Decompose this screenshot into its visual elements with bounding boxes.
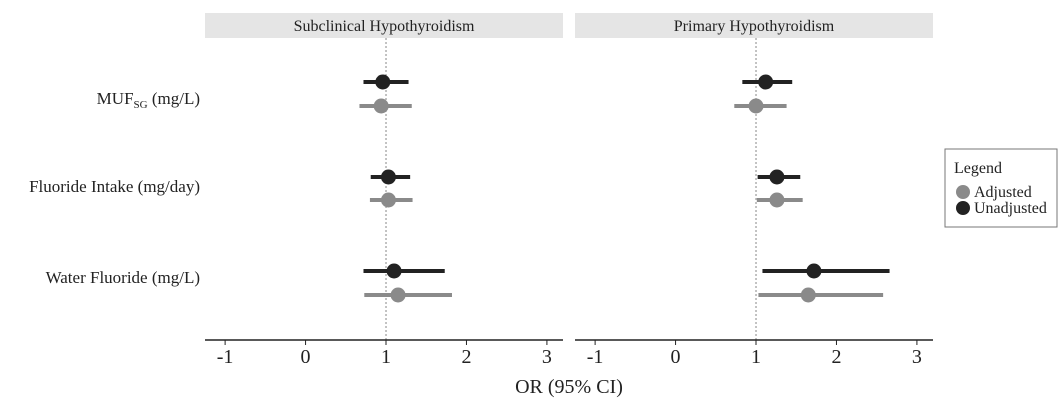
row-label-water-fluoride: Water Fluoride (mg/L)	[46, 268, 200, 287]
x-tick-label: 3	[912, 346, 922, 368]
x-tick-label: -1	[217, 346, 234, 368]
row-labels: MUFSG (mg/L) Fluoride Intake (mg/day) Wa…	[29, 89, 200, 287]
estimate-point-unadjusted	[375, 74, 391, 90]
x-tick-label: 0	[301, 346, 311, 368]
legend-key-adjusted	[956, 185, 970, 199]
panel-strip	[205, 13, 563, 38]
estimate-point-adjusted	[373, 98, 389, 114]
x-axis-label: OR (95% CI)	[515, 376, 623, 398]
panel-title: Primary Hypothyroidism	[674, 18, 835, 35]
estimate-point-adjusted	[380, 192, 396, 208]
panel-primary-hypothyroidism: Primary Hypothyroidism -1 0 1 2 3	[575, 13, 933, 368]
estimate-point-adjusted	[390, 287, 406, 303]
legend-label-adjusted: Adjusted	[974, 184, 1032, 201]
x-tick-label: -1	[587, 346, 604, 368]
panel-title: Subclinical Hypothyroidism	[294, 18, 475, 35]
estimate-point-unadjusted	[769, 169, 785, 185]
legend-title: Legend	[954, 160, 1002, 177]
estimate-point-unadjusted	[806, 263, 822, 279]
x-tick-label: 3	[542, 346, 552, 368]
x-tick-label: 1	[381, 346, 391, 368]
legend-label-unadjusted: Unadjusted	[974, 200, 1047, 217]
panel-strip	[575, 13, 933, 38]
estimate-point-adjusted	[769, 192, 785, 208]
row-label-fluoride-intake: Fluoride Intake (mg/day)	[29, 177, 200, 196]
x-tick-label: 2	[831, 346, 841, 368]
x-tick-label: 0	[671, 346, 681, 368]
estimate-point-adjusted	[748, 98, 764, 114]
x-tick-label: 2	[461, 346, 471, 368]
legend: Legend Adjusted Unadjusted	[944, 148, 1058, 228]
row-label-muf: MUFSG (mg/L)	[97, 89, 200, 111]
estimate-point-unadjusted	[758, 74, 774, 90]
estimate-point-unadjusted	[380, 169, 396, 185]
estimate-point-unadjusted	[386, 263, 402, 279]
x-tick-label: 1	[751, 346, 761, 368]
legend-key-unadjusted	[956, 201, 970, 215]
panel-subclinical-hypothyroidism: Subclinical Hypothyroidism -1 0 1 2 3	[205, 13, 563, 368]
panels: Subclinical Hypothyroidism-1 0 1 2 3Primary …	[205, 13, 933, 368]
estimate-point-adjusted	[800, 287, 816, 303]
